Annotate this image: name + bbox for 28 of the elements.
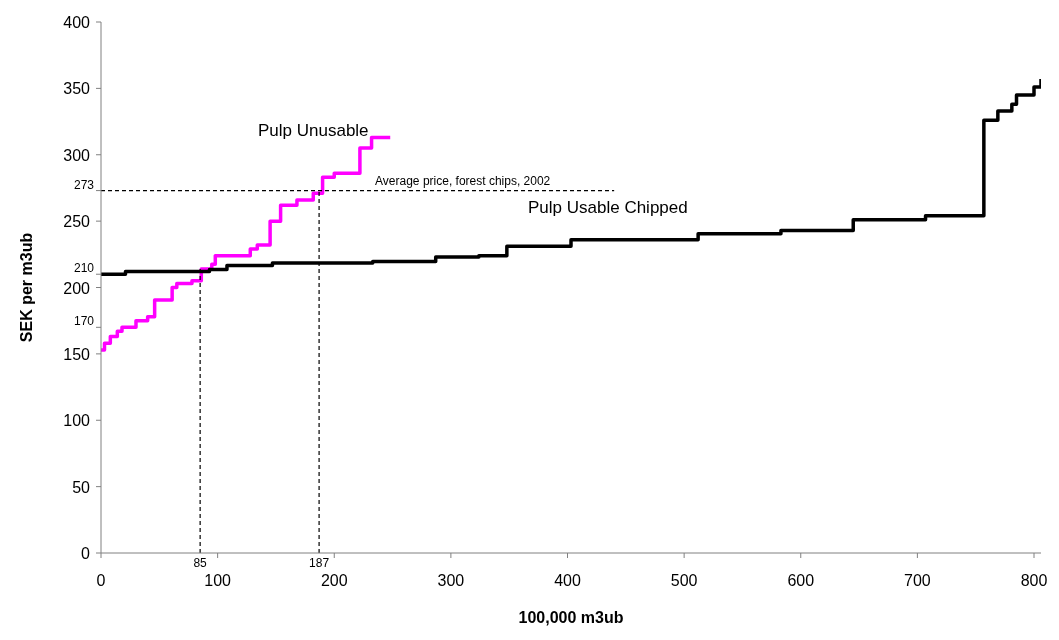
y-tick-label: 273 xyxy=(73,177,95,192)
y-tick-label: 350 xyxy=(63,80,91,98)
y-axis-title: SEK per m3ub xyxy=(17,232,35,343)
y-tick-label: 400 xyxy=(63,14,91,31)
y-tick-label: 50 xyxy=(72,478,91,496)
annotation: Average price, forest chips, 2002 xyxy=(375,173,551,188)
y-tick-label: 200 xyxy=(63,279,91,297)
x-tick-label: 100 xyxy=(204,572,232,589)
series-label: Pulp Usable Chipped xyxy=(528,198,688,217)
x-axis-title: 100,000 m3ub xyxy=(518,609,624,626)
x-tick-label: 800 xyxy=(1020,572,1048,589)
y-tick-label: 150 xyxy=(63,345,91,363)
annotation: 85 xyxy=(193,556,208,570)
x-tick-label: 300 xyxy=(437,572,465,589)
x-tick-label: 700 xyxy=(904,572,931,589)
y-tick-label: 0 xyxy=(81,545,91,562)
x-tick-label: 500 xyxy=(670,572,698,589)
y-tick-label: 170 xyxy=(73,314,95,329)
y-tick-label: 300 xyxy=(63,146,91,164)
series-label: Pulp Unusable xyxy=(258,121,369,140)
annotation: 187 xyxy=(309,556,330,570)
x-tick-label: 0 xyxy=(96,572,106,589)
x-tick-label: 600 xyxy=(787,572,815,589)
y-tick-label: 250 xyxy=(63,213,91,231)
x-tick-label: 400 xyxy=(554,572,581,589)
y-tick-label: 100 xyxy=(63,412,91,430)
y-tick-label: 210 xyxy=(73,261,95,276)
x-tick-label: 200 xyxy=(320,572,348,589)
